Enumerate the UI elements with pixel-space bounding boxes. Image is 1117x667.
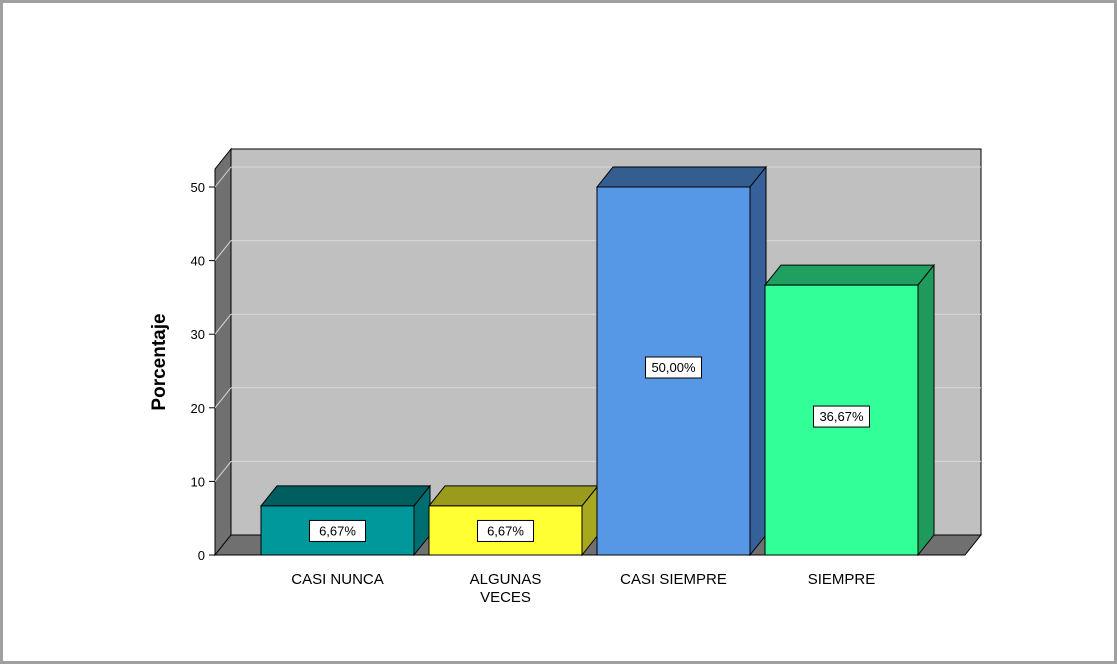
bar-side-face: [749, 165, 767, 557]
bar-side-face: [917, 263, 935, 557]
y-tick-label: 50: [191, 180, 205, 195]
data-label-box: [813, 405, 870, 428]
bar-top-face: [259, 485, 432, 507]
data-label-box: [309, 519, 366, 542]
y-axis-title: Porcentaje: [149, 313, 170, 410]
y-tick-label: 0: [198, 548, 205, 563]
data-label: 36,67%: [819, 409, 864, 424]
data-label-box: [645, 356, 702, 379]
x-category-label: VECES: [480, 589, 531, 606]
data-label: 6,67%: [487, 523, 524, 538]
gridline-side: [214, 240, 232, 261]
y-tick-label: 20: [191, 401, 205, 416]
x-category-label: CASI SIEMPRE: [620, 571, 727, 588]
gridline-side: [214, 387, 232, 409]
y-tick-label: 40: [191, 254, 205, 269]
bar-top-face: [763, 264, 936, 286]
data-label: 6,67%: [319, 523, 356, 538]
y-tick-label: 30: [191, 327, 205, 342]
y-tick-label: 10: [191, 474, 205, 489]
left-side-wall: [214, 147, 232, 557]
data-label-box: [477, 519, 534, 542]
x-category-label: ALGUNAS: [470, 571, 542, 588]
bar-top-face: [427, 485, 600, 507]
bar-chart: 0 10 20 30 40 50 Porcentaje 6,67% CASI NUNCA 6,67…: [149, 147, 983, 606]
x-category-label: SIEMPRE: [808, 571, 876, 588]
gridline-side: [214, 166, 232, 188]
gridline-side: [214, 461, 232, 482]
x-category-label: CASI NUNCA: [291, 571, 384, 588]
gridline-side: [214, 313, 232, 335]
bar-top-face: [595, 166, 768, 188]
data-label: 50,00%: [651, 360, 696, 375]
